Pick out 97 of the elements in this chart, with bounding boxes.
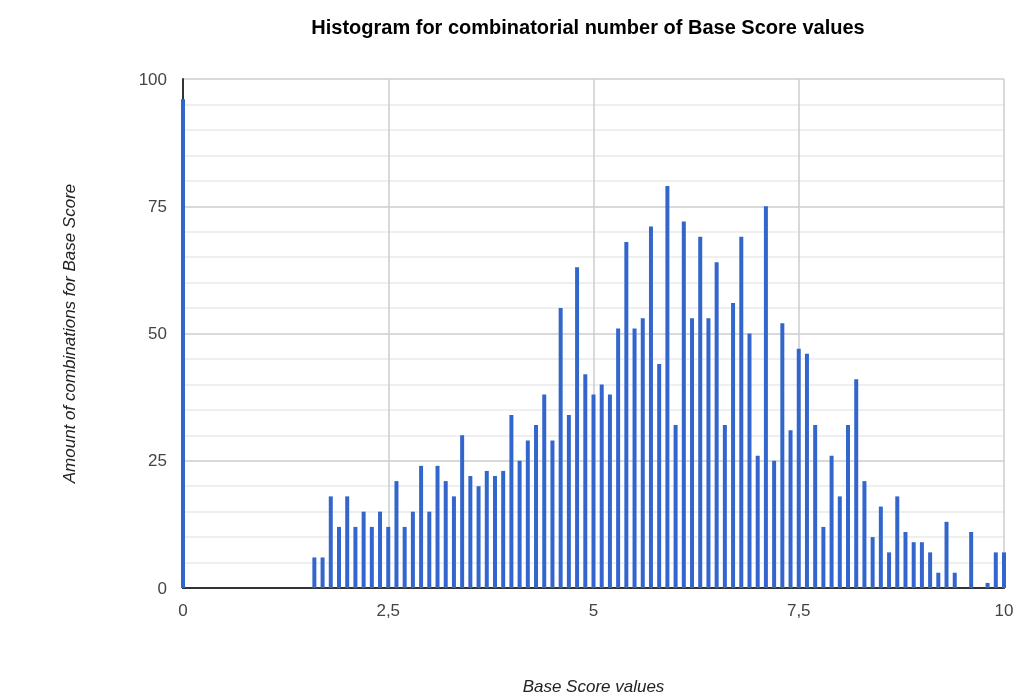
y-tick-label: 25 [148,451,167,471]
x-tick-label: 10 [994,601,1014,620]
chart-title: Histogram for combinatorial number of Base Score values [311,16,865,38]
bar [714,262,719,588]
bar [887,552,892,588]
bar [788,430,793,588]
bar [427,511,432,588]
bar [624,241,629,588]
bar [911,542,916,588]
bar [1002,552,1006,588]
bar [336,526,341,588]
bar [690,318,695,588]
bar [509,414,514,588]
bar [345,496,350,588]
bar [517,460,522,588]
bar [985,582,990,588]
bar [451,496,456,588]
bar [903,532,908,588]
x-tick-label: 0 [178,601,188,620]
bar [928,552,933,588]
x-axis-title: Base Score values [522,677,665,696]
bar [993,552,998,588]
bar [419,465,424,588]
bar [829,455,834,588]
bar [181,99,185,588]
bar [607,394,612,588]
bar [460,435,465,588]
y-tick-label: 75 [148,196,167,216]
bar [895,496,900,588]
bar [837,496,842,588]
bar [599,384,604,588]
bar [583,374,588,588]
bar [394,481,399,588]
bar [550,440,555,588]
bar [361,511,366,588]
y-axis-title: Amount of combinations for Base Score [60,183,79,485]
bar [402,526,407,588]
bar [731,302,736,588]
bar [673,425,678,588]
bar [878,506,883,588]
bar [854,379,859,588]
bar [952,572,957,588]
bar [755,455,760,588]
bar [369,526,374,588]
bar [484,470,489,588]
bar [386,526,391,588]
bar [312,557,317,588]
x-tick-label: 2,5 [376,601,401,620]
bar [410,511,415,588]
bar [328,496,333,588]
bar [813,425,818,588]
bar [443,481,448,588]
x-tick-label: 5 [588,601,599,620]
bar [575,267,580,588]
bar [821,526,826,588]
bar [796,348,801,588]
bar [862,481,867,588]
bar [919,542,924,588]
bar [353,526,358,588]
y-tick-label: 100 [138,69,167,89]
bar [804,353,809,588]
bar [944,521,949,588]
bar [558,308,563,588]
bar [657,364,662,588]
bar [780,323,785,588]
bar [648,226,653,588]
bar [681,221,686,588]
bar [632,328,637,588]
bar [747,333,752,588]
bar [542,394,547,588]
bar [476,486,481,588]
bar [435,465,440,588]
bar [936,572,941,588]
bar [698,236,703,588]
bar [870,537,875,588]
bar [492,476,497,588]
bar [706,318,711,588]
bar [566,414,571,588]
y-tick-label: 0 [157,578,167,598]
bar [616,328,621,588]
bar [969,532,974,588]
bar [665,185,670,588]
bar [378,511,383,588]
bar [722,425,727,588]
bar [640,318,645,588]
bar [772,460,777,588]
bar [525,440,530,588]
bar [320,557,325,588]
bar [739,236,744,588]
bar [763,206,768,588]
bar [534,425,539,588]
x-tick-label: 7,5 [786,601,811,620]
bar [468,476,473,588]
y-tick-label: 50 [148,324,167,343]
bar [846,425,851,588]
bar [591,394,596,588]
bar [501,470,506,588]
